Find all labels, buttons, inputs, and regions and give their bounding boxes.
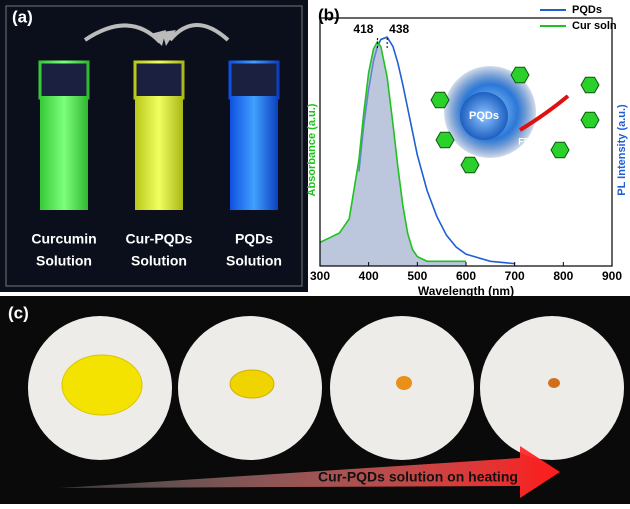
vial-cap	[133, 60, 185, 100]
inset-ring	[580, 111, 600, 129]
x-tick-label: 700	[505, 269, 525, 283]
vial-label: Curcumin	[31, 231, 96, 247]
inset-arrow-label: FRET	[518, 136, 542, 146]
vial-cap	[228, 60, 280, 100]
droplet	[396, 376, 412, 390]
vial-label: Solution	[226, 253, 282, 269]
x-tick-label: 800	[553, 269, 573, 283]
y2-axis-label: PL Intensity (a.u.)	[616, 104, 628, 196]
vial-label: Cur-PQDs	[126, 231, 193, 247]
fret-arrow	[518, 94, 570, 132]
x-tick-label: 900	[602, 269, 622, 283]
panel-label: (c)	[8, 303, 29, 322]
panel-a-frame	[5, 5, 303, 287]
line	[319, 40, 466, 263]
arrow-head	[150, 30, 166, 46]
droplet	[61, 354, 143, 416]
vial-label: PQDs	[235, 231, 273, 247]
vial-label: Solution	[131, 253, 187, 269]
inset-ring	[460, 156, 480, 174]
inset-ring	[430, 91, 450, 109]
arrow	[168, 23, 230, 42]
x-tick-label: 300	[310, 269, 330, 283]
vial	[230, 96, 278, 210]
droplet-photos	[28, 316, 624, 460]
inset-ring	[580, 76, 600, 94]
inset-core	[460, 92, 508, 140]
x-tick-label: 400	[359, 269, 379, 283]
inset-core-label: PQDs	[469, 110, 499, 122]
droplet	[548, 378, 560, 388]
legend-label: PQDs	[572, 4, 602, 16]
peak-label: 418	[353, 22, 373, 36]
y-axis-label: Absorbance (a.u.)	[306, 103, 318, 196]
x-axis-label: Wavelength (nm)	[418, 284, 514, 298]
panel-label: (b)	[318, 5, 340, 24]
x-tick-label: 600	[456, 269, 476, 283]
peak-label: 438	[389, 22, 409, 36]
x-tick-label: 500	[407, 269, 427, 283]
legend-label: Cur soln	[572, 20, 617, 32]
panel-label: (a)	[12, 7, 33, 26]
arrow-head	[162, 30, 176, 46]
droplet	[229, 369, 275, 399]
inset-ring	[510, 66, 530, 84]
vial-cap	[38, 60, 90, 100]
inset-ring	[435, 131, 455, 149]
inset-ring	[550, 141, 570, 159]
plate	[480, 316, 624, 460]
arrow-text: Cur-PQDs solution on heating	[318, 469, 518, 485]
vial	[135, 96, 183, 210]
area	[320, 41, 466, 266]
vial-label: Solution	[36, 253, 92, 269]
heating-arrow	[60, 446, 560, 498]
vial	[40, 96, 88, 210]
